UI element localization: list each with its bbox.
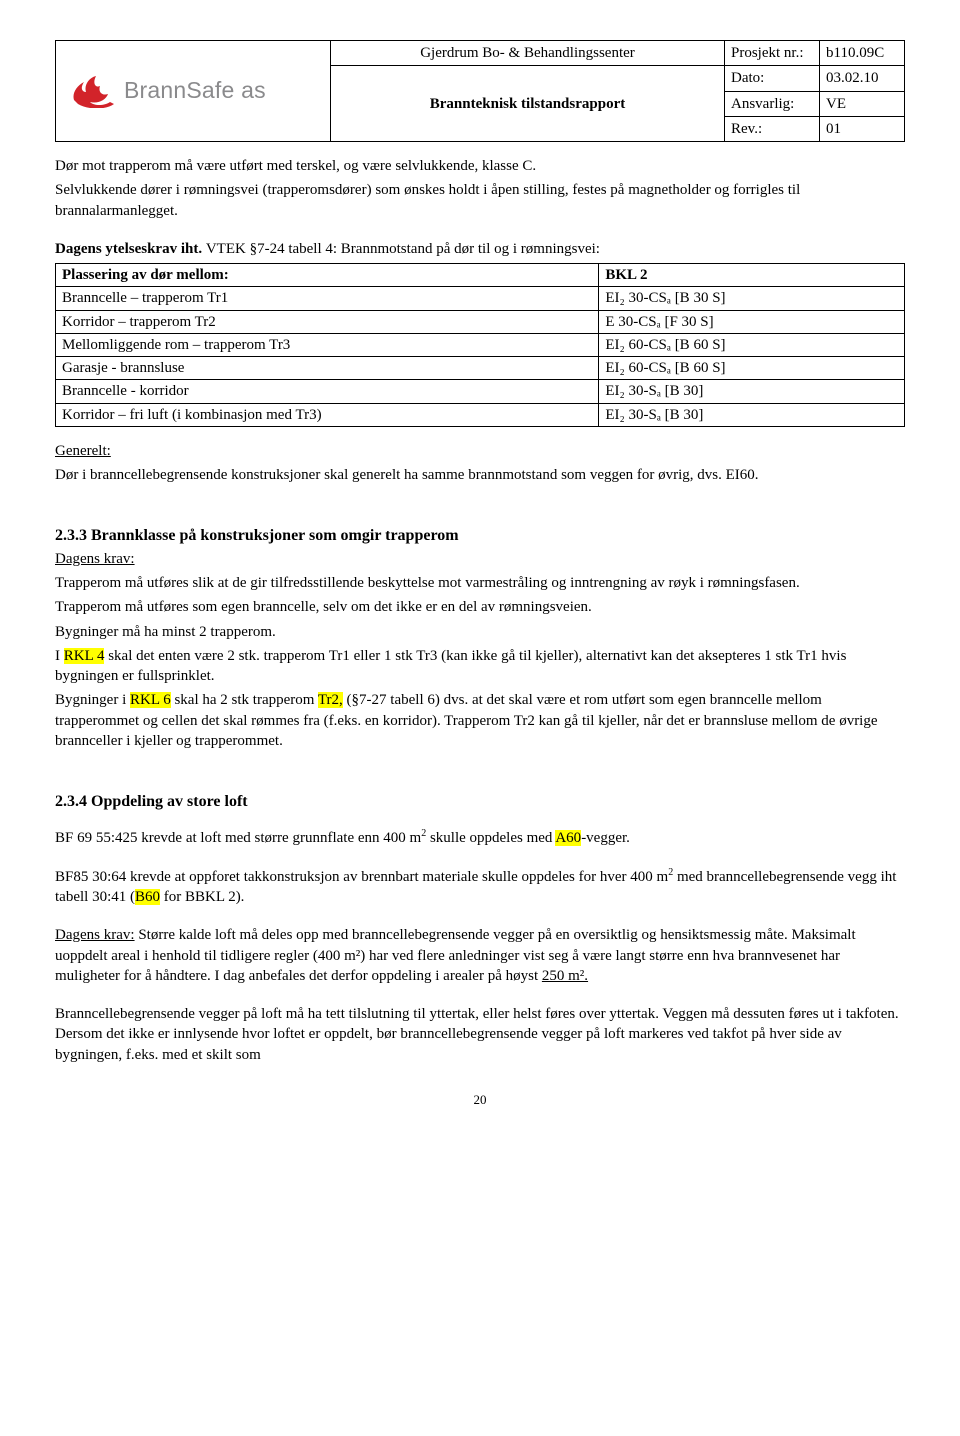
spec-header-left: Plassering av dør mellom: — [56, 264, 599, 287]
general-block: Generelt: Dør i branncellebegrensende ko… — [55, 441, 905, 486]
document-header: BrannSafe as Gjerdrum Bo- & Behandlingss… — [55, 40, 905, 142]
table-row: Branncelle - korridorEI₂ 30-Sₐ [B 30] — [56, 380, 905, 403]
s233-p1: Trapperom må utføres slik at de gir tilf… — [55, 573, 905, 593]
s233-p4: I RKL 4 skal det enten være 2 stk. trapp… — [55, 646, 905, 687]
meta-prosjekt-label: Prosjekt nr.: — [725, 41, 820, 66]
general-body: Dør i branncellebegrensende konstruksjon… — [55, 465, 905, 485]
section-234-title: 2.3.4 Oppdeling av store loft — [55, 791, 905, 813]
para-1: Dør mot trapperom må være utført med ter… — [55, 156, 905, 176]
meta-prosjekt-val: b110.09C — [820, 41, 905, 66]
meta-rev-val: 01 — [820, 116, 905, 141]
section-233-body: Dagens krav: Trapperom må utføres slik a… — [55, 549, 905, 751]
table-row: Korridor – fri luft (i kombinasjon med T… — [56, 403, 905, 426]
meta-ansvarlig-val: VE — [820, 91, 905, 116]
table-row: Korridor – trapperom Tr2E 30-CSₐ [F 30 S… — [56, 310, 905, 333]
highlight-b60: B60 — [135, 889, 160, 905]
highlight-tr2: Tr2, — [318, 692, 343, 708]
logo-cell: BrannSafe as — [56, 41, 331, 142]
s233-p5: Bygninger i RKL 6 skal ha 2 stk trappero… — [55, 690, 905, 751]
general-heading: Generelt: — [55, 443, 111, 459]
para-2: Selvlukkende dører i rømningsvei (trappe… — [55, 180, 905, 221]
meta-ansvarlig-label: Ansvarlig: — [725, 91, 820, 116]
dagens-krav-label-2: Dagens krav: — [55, 927, 135, 943]
highlight-a60: A60 — [555, 830, 581, 846]
spec-header-right: BKL 2 — [599, 264, 905, 287]
rooster-flame-icon — [70, 74, 116, 108]
section-233-title: 2.3.3 Brannklasse på konstruksjoner som … — [55, 525, 905, 547]
spec-table: Plassering av dør mellom: BKL 2 Branncel… — [55, 263, 905, 427]
meta-dato-val: 03.02.10 — [820, 66, 905, 91]
table-row: Garasje - brannsluseEI₂ 60-CSₐ [B 60 S] — [56, 357, 905, 380]
para-3-body: VTEK §7-24 tabell 4: Brannmotstand på dø… — [206, 241, 600, 257]
para-3: Dagens ytelseskrav iht. VTEK §7-24 tabel… — [55, 239, 905, 259]
s234-p3: Dagens krav: Større kalde loft må deles … — [55, 925, 905, 986]
logo-text: BrannSafe as — [124, 75, 266, 106]
doc-title-1: Gjerdrum Bo- & Behandlingssenter — [331, 41, 725, 66]
page-number: 20 — [55, 1091, 905, 1109]
s234-p1: BF 69 55:425 krevde at loft med større g… — [55, 827, 905, 848]
s234-p2: BF85 30:64 krevde at oppforet takkonstru… — [55, 866, 905, 908]
meta-rev-label: Rev.: — [725, 116, 820, 141]
intro-paragraph: Dør mot trapperom må være utført med ter… — [55, 156, 905, 221]
table-row: Mellomliggende rom – trapperom Tr3EI₂ 60… — [56, 333, 905, 356]
highlight-rkl6: RKL 6 — [130, 692, 171, 708]
dagens-krav-label: Dagens krav: — [55, 551, 135, 567]
table-row: Branncelle – trapperom Tr1EI₂ 30-CSₐ [B … — [56, 287, 905, 310]
area-250: 250 m². — [542, 968, 588, 984]
s234-p4: Branncellebegrensende vegger på loft må … — [55, 1004, 905, 1065]
highlight-rkl4: RKL 4 — [64, 648, 105, 664]
s233-p2: Trapperom må utføres som egen branncelle… — [55, 597, 905, 617]
meta-dato-label: Dato: — [725, 66, 820, 91]
s233-p3: Bygninger må ha minst 2 trapperom. — [55, 622, 905, 642]
doc-title-2: Brannteknisk tilstandsrapport — [331, 66, 725, 142]
para-3-lead: Dagens ytelseskrav iht. — [55, 241, 206, 257]
